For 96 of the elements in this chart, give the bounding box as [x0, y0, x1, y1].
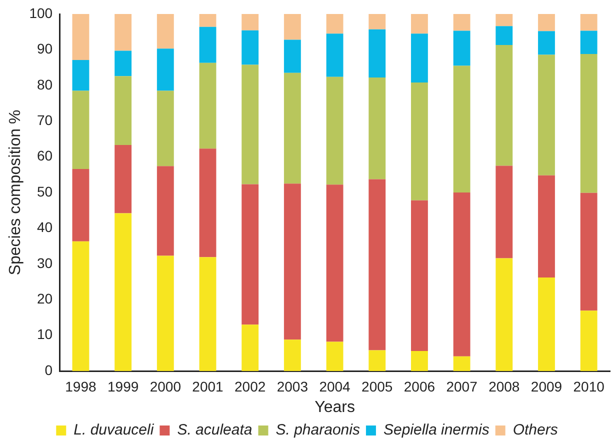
bar	[156, 166, 174, 256]
bar	[368, 29, 386, 78]
bar	[453, 30, 470, 66]
bar	[326, 14, 344, 34]
bar	[242, 64, 259, 184]
bar	[326, 184, 344, 342]
bar	[284, 184, 301, 340]
bar	[538, 54, 555, 176]
bar	[453, 356, 470, 371]
bar	[580, 30, 598, 54]
legend-label: S. aculeata	[177, 422, 252, 439]
x-tick-label: 2001	[192, 378, 224, 394]
bar	[410, 351, 428, 371]
bar	[284, 14, 301, 40]
bar	[580, 14, 598, 31]
bar	[114, 50, 132, 76]
x-tick-label: 2009	[530, 378, 562, 394]
bar	[496, 26, 513, 46]
bar	[199, 26, 216, 63]
x-axis-title: Years	[314, 398, 355, 416]
bar	[72, 14, 90, 60]
bar	[156, 14, 174, 49]
bar	[538, 277, 555, 371]
bar	[242, 14, 259, 30]
bar	[72, 60, 90, 91]
bar	[156, 256, 174, 371]
bar	[199, 14, 216, 27]
bar	[114, 14, 132, 51]
y-tick-label: 30	[36, 254, 53, 271]
x-tick-label: 2007	[446, 378, 478, 394]
bar	[410, 14, 428, 34]
bar	[72, 241, 90, 371]
bar	[580, 54, 598, 193]
bar	[199, 257, 216, 371]
x-tick-label: 2004	[319, 378, 351, 394]
bar	[410, 34, 428, 83]
bar	[199, 148, 216, 258]
bar	[284, 340, 301, 371]
bar	[72, 90, 90, 169]
bar	[538, 31, 555, 55]
bar	[453, 66, 470, 192]
y-tick-label: 100	[29, 4, 53, 21]
bar	[242, 324, 259, 371]
bar	[496, 14, 513, 26]
legend-label: S. pharaonis	[276, 422, 360, 439]
bar	[284, 40, 301, 73]
bar	[453, 192, 470, 356]
bar	[326, 34, 344, 77]
bar	[114, 145, 132, 214]
y-tick-label: 20	[36, 290, 53, 306]
legend-label: Sepiella inermis	[383, 422, 490, 439]
x-tick-label: 2006	[404, 378, 436, 394]
bar	[242, 30, 259, 65]
x-tick-label: 1998	[65, 378, 97, 394]
bar	[72, 168, 90, 242]
bar	[410, 82, 428, 200]
y-tick-label: 50	[36, 183, 53, 200]
bar	[156, 90, 174, 166]
legend-label: Others	[512, 422, 558, 439]
bar	[368, 350, 386, 371]
bar	[326, 76, 344, 185]
bar	[242, 184, 259, 325]
bar	[453, 14, 470, 31]
bar	[368, 179, 386, 350]
bar	[199, 62, 216, 149]
bar	[496, 258, 513, 371]
y-tick-label: 0	[44, 362, 53, 378]
x-tick-label: 2010	[573, 378, 605, 394]
x-tick-label: 2005	[362, 378, 393, 394]
bar	[496, 166, 513, 258]
y-tick-label: 90	[36, 40, 53, 57]
bar	[114, 76, 132, 146]
legend-label: L. duvauceli	[74, 422, 154, 439]
bar	[114, 213, 132, 371]
y-tick-label: 40	[36, 219, 53, 236]
bar	[580, 192, 598, 311]
x-tick-label: 2008	[488, 378, 520, 394]
bar	[580, 310, 598, 371]
x-tick-label: 2000	[150, 378, 182, 394]
x-tick-label: 2002	[234, 378, 266, 394]
bar	[368, 78, 386, 180]
bar	[368, 14, 386, 30]
bar	[538, 14, 555, 32]
bar	[326, 342, 344, 371]
x-tick-label: 1999	[107, 378, 139, 394]
bar	[496, 45, 513, 166]
x-tick-label: 2003	[276, 378, 308, 394]
y-tick-label: 70	[36, 112, 53, 128]
bar	[538, 175, 555, 278]
bar	[410, 200, 428, 352]
bar	[284, 72, 301, 184]
y-axis-title: Species composition %	[7, 110, 24, 276]
bar	[156, 48, 174, 91]
y-tick-label: 60	[36, 148, 53, 164]
y-tick-label: 10	[36, 326, 53, 342]
y-tick-label: 80	[36, 76, 53, 92]
